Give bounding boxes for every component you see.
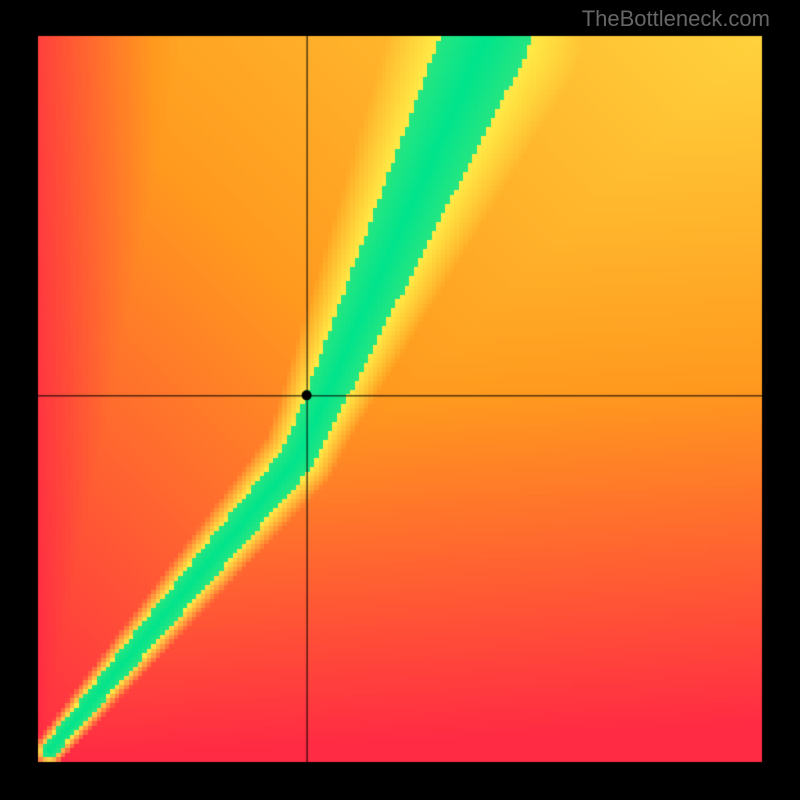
chart-container: TheBottleneck.com [0, 0, 800, 800]
bottleneck-heatmap [0, 0, 800, 800]
watermark-text: TheBottleneck.com [582, 6, 770, 32]
